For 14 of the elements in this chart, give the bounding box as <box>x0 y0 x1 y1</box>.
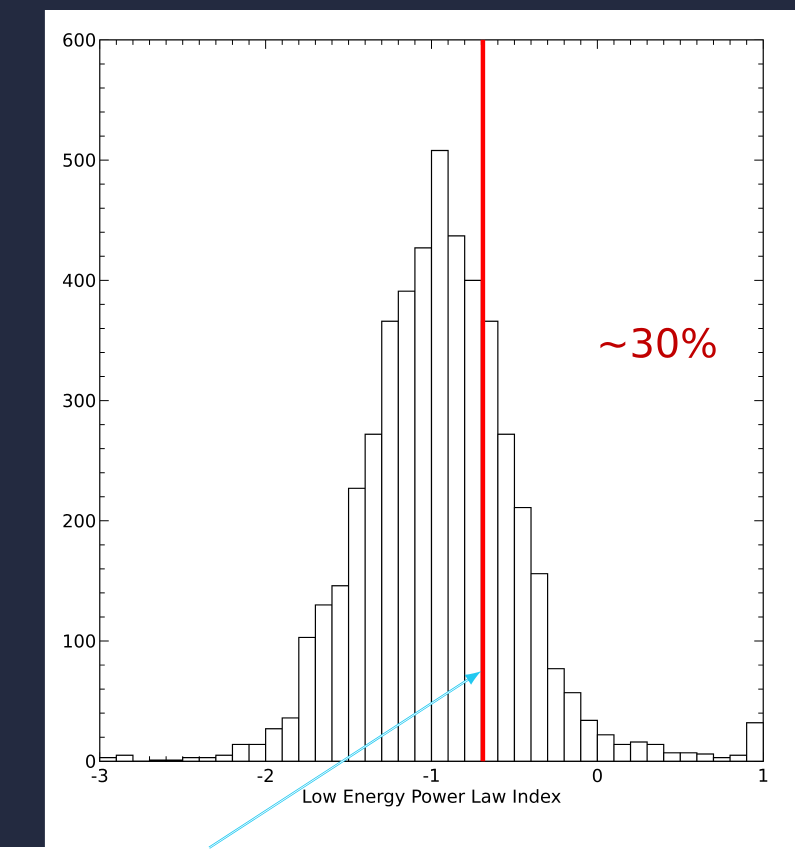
y-tick-label: 500 <box>63 153 95 167</box>
x-axis-title: Low Energy Power Law Index <box>303 789 561 806</box>
x-tick-label: -2 <box>258 768 273 782</box>
x-tick-label: -1 <box>423 768 439 782</box>
y-tick-label: 200 <box>63 514 95 528</box>
y-tick-label: 300 <box>63 394 95 408</box>
x-tick-label: 1 <box>759 768 768 782</box>
y-tick-label: 0 <box>86 754 95 768</box>
y-tick-label: 600 <box>63 33 95 47</box>
x-tick-label: 0 <box>592 768 602 782</box>
x-tick-label: -3 <box>92 768 108 782</box>
y-tick-label: 400 <box>62 274 95 288</box>
annotation: ~30% <box>600 328 716 358</box>
y-tick-label: 100 <box>64 634 95 648</box>
